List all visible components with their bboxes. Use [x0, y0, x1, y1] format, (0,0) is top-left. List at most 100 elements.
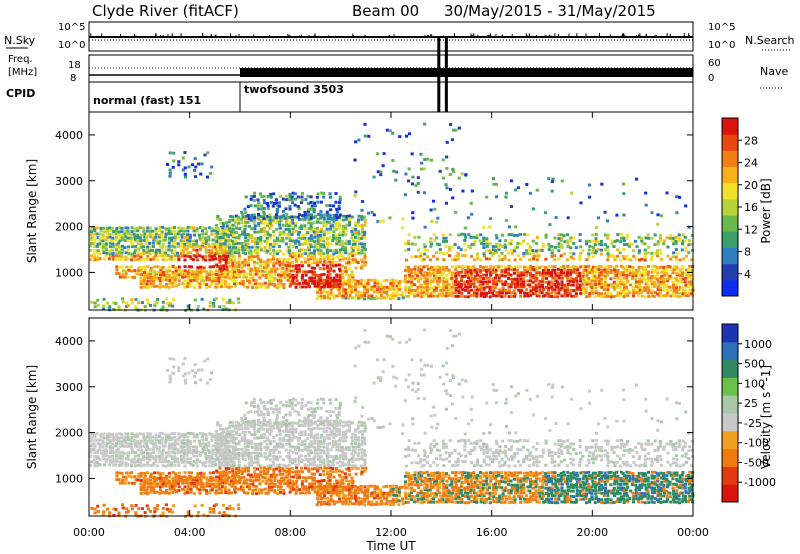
power-cell — [303, 210, 307, 214]
power-cell — [662, 271, 666, 274]
velocity-cell — [213, 485, 217, 489]
power-cell — [590, 270, 594, 274]
velocity-cell — [151, 442, 155, 446]
velocity-cell — [259, 451, 263, 455]
power-cell — [677, 288, 681, 292]
power-cell — [323, 282, 327, 286]
velocity-cell — [146, 471, 150, 475]
power-cell — [643, 242, 647, 246]
power-cell — [550, 245, 554, 248]
power-cell — [295, 245, 299, 249]
power-cell — [416, 268, 421, 272]
power-cell — [644, 191, 648, 195]
velocity-cell — [195, 435, 199, 439]
power-cell — [268, 218, 272, 222]
power-cell — [271, 257, 275, 261]
power-cell — [110, 239, 115, 243]
power-cell — [479, 276, 483, 280]
power-cell — [675, 283, 679, 287]
power-cell — [331, 236, 336, 240]
power-cell — [609, 295, 613, 299]
power-cell — [247, 279, 252, 283]
power-cell — [565, 290, 569, 294]
power-cell — [326, 251, 330, 255]
power-cell — [447, 268, 451, 272]
power-cell — [275, 210, 279, 214]
power-cell — [124, 235, 128, 239]
power-cell — [272, 192, 276, 196]
velocity-cell — [251, 488, 255, 492]
velocity-cell — [240, 470, 244, 474]
power-cell — [151, 248, 155, 252]
power-cell — [177, 245, 181, 249]
power-cell — [105, 226, 109, 230]
power-cell — [263, 249, 267, 253]
power-cell — [510, 291, 514, 295]
power-cell — [544, 271, 548, 275]
power-cell — [326, 284, 330, 288]
power-cell — [297, 263, 301, 267]
power-cell — [528, 245, 532, 249]
velocity-cell — [261, 475, 265, 479]
power-cell — [205, 273, 209, 277]
velocity-cell — [295, 488, 299, 492]
power-cell — [229, 245, 233, 249]
velocity-cell — [272, 426, 276, 430]
power-cell — [569, 236, 573, 240]
power-cell — [395, 291, 399, 295]
velocity-cell — [154, 441, 158, 445]
power-cell — [489, 273, 493, 277]
velocity-cell — [189, 431, 193, 435]
velocity-cell — [176, 438, 180, 442]
power-cell — [297, 254, 301, 258]
power-cell — [662, 288, 666, 292]
velocity-cell — [129, 442, 133, 446]
velocity-cell — [89, 436, 94, 440]
power-cell — [500, 280, 504, 284]
power-cell — [243, 207, 247, 211]
power-cell — [167, 244, 171, 248]
velocity-cell — [92, 442, 96, 446]
power-cell — [482, 288, 486, 292]
power-cell — [354, 252, 358, 256]
power-cell — [492, 251, 496, 255]
power-cell — [180, 281, 185, 285]
power-cell — [391, 291, 395, 295]
power-cell — [498, 258, 502, 262]
power-cell — [523, 265, 527, 269]
power-cell — [165, 301, 169, 305]
velocity-cell — [183, 491, 187, 495]
power-cell — [665, 236, 669, 240]
power-cell — [247, 255, 251, 259]
velocity-cell — [279, 476, 283, 480]
velocity-cell — [192, 448, 196, 452]
power-cell — [562, 267, 567, 271]
velocity-cell — [126, 438, 130, 442]
velocity-cell — [313, 476, 317, 480]
power-cell — [391, 284, 395, 288]
velocity-cell — [192, 482, 197, 485]
power-cell — [491, 268, 495, 272]
power-cell — [238, 227, 242, 231]
power-cell — [273, 283, 277, 286]
power-cell — [252, 218, 257, 222]
power-cell — [665, 288, 669, 292]
velocity-cell — [292, 487, 296, 491]
power-cell — [463, 238, 467, 242]
power-cell — [665, 268, 669, 271]
power-cell — [259, 260, 263, 264]
velocity-cell — [104, 459, 108, 463]
power-cell — [98, 252, 102, 255]
power-cell — [228, 251, 232, 255]
power-cell — [177, 258, 181, 261]
power-cell — [220, 282, 224, 286]
power-cell — [656, 242, 660, 246]
velocity-cell — [285, 475, 289, 479]
velocity-cell — [300, 479, 305, 483]
power-cell — [89, 258, 93, 262]
power-cell — [473, 268, 477, 272]
power-cell — [284, 221, 289, 225]
velocity-cell — [234, 430, 239, 434]
power-cell — [491, 277, 495, 281]
power-cell — [675, 195, 679, 199]
